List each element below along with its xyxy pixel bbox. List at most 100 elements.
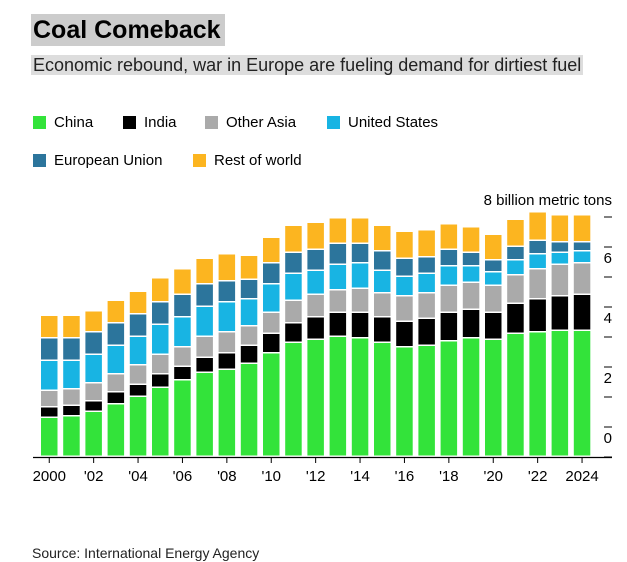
bar-segment-india-2016	[396, 322, 413, 346]
bar-segment-united-states-2019	[462, 266, 480, 282]
legend-swatch-united-states	[327, 116, 340, 129]
bar-segment-china-2020	[485, 340, 502, 456]
bar-segment-other-asia-2023	[551, 265, 569, 295]
bar-segment-european-union-2016	[396, 259, 413, 276]
bar-segment-rest-of-world-2004	[129, 292, 147, 313]
bar-segment-european-union-2004	[129, 314, 147, 336]
bar-segment-united-states-2004	[129, 337, 147, 364]
legend-swatch-china	[33, 116, 46, 129]
bar-segment-united-states-2002	[85, 355, 102, 382]
legend-label-china: China	[54, 114, 94, 131]
legend-label-rest-of-world: Rest of world	[214, 152, 302, 169]
bar-segment-other-asia-2003	[107, 374, 125, 391]
bar-segment-european-union-2000	[41, 338, 58, 360]
bar-segment-other-asia-2016	[396, 296, 413, 321]
bar-segment-united-states-2006	[174, 317, 191, 346]
x-tick-label: '14	[350, 468, 370, 485]
bar-segment-china-2001	[63, 416, 80, 456]
x-tick-label: '12	[306, 468, 326, 485]
bar-segment-united-states-2007	[196, 307, 213, 336]
y-tick-label: 6	[604, 250, 612, 267]
bar-segment-european-union-2021	[507, 247, 524, 259]
bar-segment-china-2013	[329, 337, 347, 456]
bar-segment-china-2023	[551, 331, 569, 456]
bar-segment-rest-of-world-2007	[196, 259, 213, 283]
bar-segment-rest-of-world-2014	[351, 218, 369, 243]
legend-item-china: China	[33, 114, 93, 131]
bar-segment-european-union-2017	[418, 257, 435, 273]
bar-segment-rest-of-world-2022	[529, 212, 546, 240]
x-tick-label: 2024	[565, 468, 598, 485]
x-tick-label: '22	[528, 468, 548, 485]
y-unit-label: 8 billion metric tons	[484, 192, 612, 209]
bar-segment-united-states-2013	[329, 265, 347, 289]
bar-segment-other-asia-2002	[85, 383, 102, 400]
y-tick-label: 0	[604, 430, 612, 447]
bar-segment-other-asia-2009	[240, 326, 258, 345]
bar-segment-china-2009	[240, 364, 258, 456]
bar-segment-india-2006	[174, 367, 191, 379]
legend-label-india: India	[144, 114, 177, 131]
bar-segment-european-union-2006	[174, 295, 191, 316]
bar-segment-other-asia-2011	[285, 301, 302, 322]
bar-segment-china-2016	[396, 347, 413, 456]
bar-segment-other-asia-2019	[462, 283, 480, 309]
bar-segment-china-2022	[529, 332, 546, 456]
bar-segment-european-union-2012	[307, 250, 324, 270]
bar-segment-european-union-2019	[462, 253, 480, 265]
bar-segment-india-2018	[440, 313, 458, 340]
legend-label-other-asia: Other Asia	[226, 114, 297, 131]
bar-segment-other-asia-2005	[152, 355, 169, 373]
bar-segment-united-states-2024	[573, 251, 591, 262]
bar-segment-china-2014	[351, 338, 369, 456]
x-tick-label: '06	[173, 468, 193, 485]
bar-segment-rest-of-world-2021	[507, 220, 524, 246]
bar-segment-china-2000	[41, 418, 58, 456]
bar-segment-rest-of-world-2006	[174, 269, 191, 294]
bar-segment-united-states-2011	[285, 274, 302, 300]
bar-segment-united-states-2005	[152, 325, 169, 354]
legend-item-india: India	[123, 114, 177, 131]
bar-segment-united-states-2023	[551, 253, 569, 264]
legend-item-other-asia: Other Asia	[205, 114, 296, 131]
bar-segment-india-2023	[551, 296, 569, 330]
bar-segment-united-states-2022	[529, 254, 546, 268]
bar-segment-other-asia-2008	[218, 332, 236, 352]
legend-swatch-european-union	[33, 154, 46, 167]
bar-segment-other-asia-2018	[440, 286, 458, 312]
bar-segment-india-2024	[573, 295, 591, 330]
bar-segment-european-union-2013	[329, 244, 347, 264]
bar-segment-india-2022	[529, 299, 546, 331]
bar-segment-united-states-2015	[374, 271, 391, 292]
bar-segment-european-union-2010	[263, 263, 280, 283]
bar-segment-rest-of-world-2010	[263, 238, 280, 262]
bar-segment-rest-of-world-2005	[152, 278, 169, 301]
bar-segment-united-states-2016	[396, 277, 413, 295]
bar-segment-united-states-2017	[418, 274, 435, 292]
bar-segment-china-2003	[107, 404, 125, 456]
bar-segment-india-2004	[129, 385, 147, 396]
bar-segment-china-2024	[573, 331, 591, 456]
bar-segment-china-2005	[152, 388, 169, 456]
bar-segment-united-states-2003	[107, 346, 125, 373]
bar-segment-rest-of-world-2023	[551, 215, 569, 241]
bar-segment-india-2007	[196, 358, 213, 372]
bar-segment-india-2010	[263, 334, 280, 352]
bar-segment-other-asia-2014	[351, 289, 369, 312]
bar-segment-rest-of-world-2020	[485, 235, 502, 259]
bar-segment-united-states-2021	[507, 260, 524, 274]
bar-segment-rest-of-world-2011	[285, 226, 302, 252]
bar-segment-united-states-2014	[351, 263, 369, 288]
x-tick-label: '10	[261, 468, 281, 485]
bar-segment-rest-of-world-2012	[307, 223, 324, 249]
chart-subtitle: Economic rebound, war in Europe are fuel…	[31, 54, 611, 77]
bar-segment-european-union-2002	[85, 332, 102, 354]
bar-segment-other-asia-2001	[63, 389, 80, 405]
bar-segment-china-2011	[285, 343, 302, 456]
bar-segment-china-2021	[507, 334, 524, 456]
bar-segment-rest-of-world-2001	[63, 316, 80, 337]
y-tick-label: 4	[604, 310, 612, 327]
legend-swatch-other-asia	[205, 116, 218, 129]
bar-segment-china-2017	[418, 346, 435, 456]
bar-segment-european-union-2003	[107, 323, 125, 345]
